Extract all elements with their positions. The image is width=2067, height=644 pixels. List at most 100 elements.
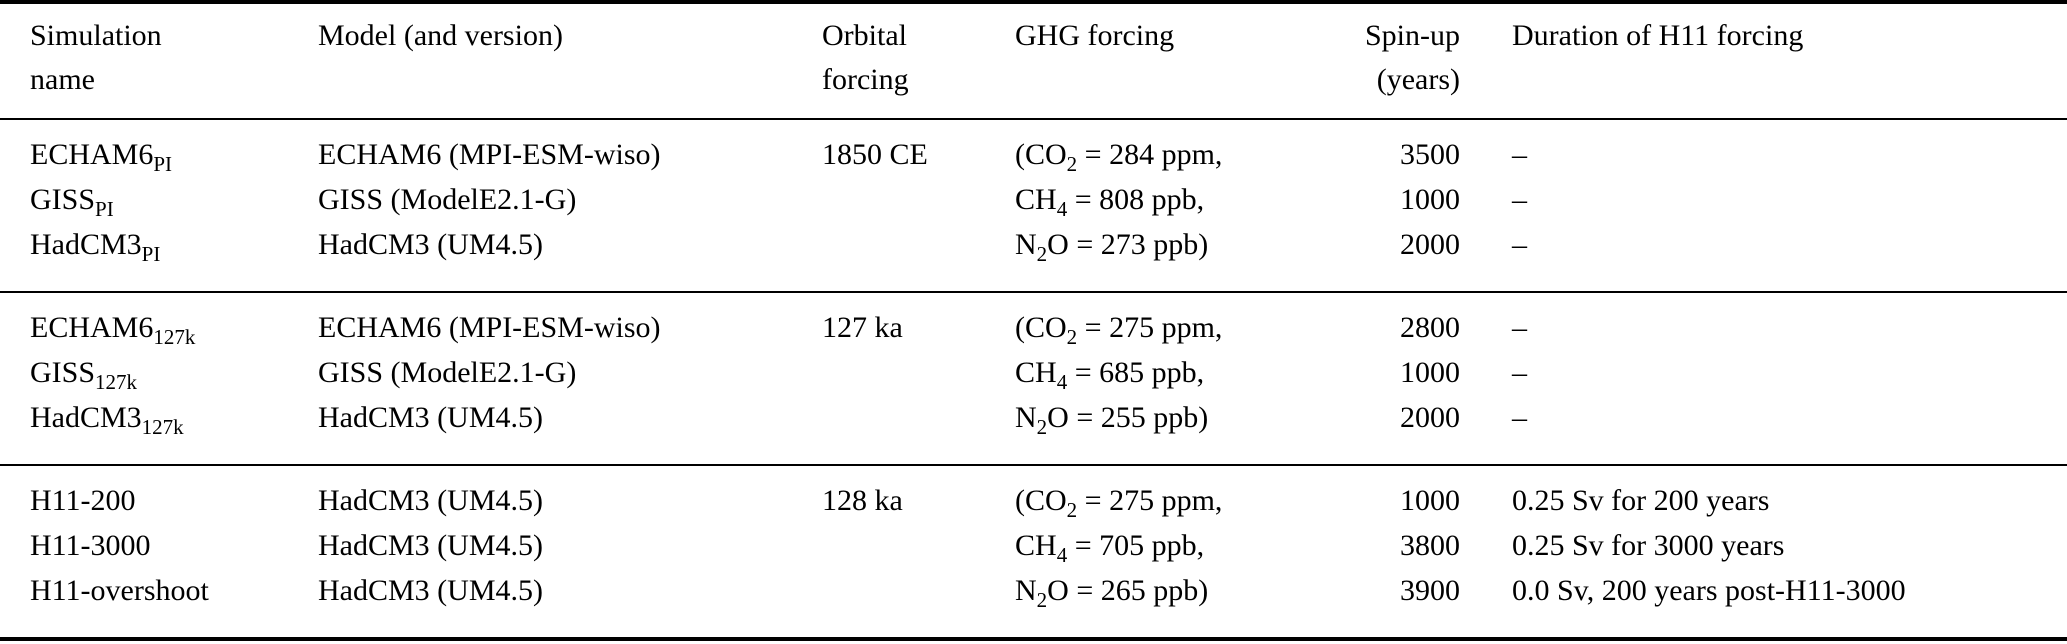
header-model-label: Model (and version) (318, 19, 563, 52)
duration-cell: – (1512, 401, 1527, 434)
table-row: H11-200 HadCM3 (UM4.5) 128 ka (CO2 = 275… (0, 465, 2067, 523)
duration-cell: – (1512, 356, 1527, 389)
spinup-cell: 3800 (1400, 529, 1460, 562)
duration-cell: – (1512, 183, 1527, 216)
spinup-cell: 2000 (1400, 228, 1460, 261)
ghg-post: O = 273 ppb) (1047, 228, 1209, 261)
ghg-post: = 808 ppb, (1067, 183, 1205, 216)
duration-cell: – (1512, 138, 1527, 171)
header-orbital-line1: Orbital (822, 19, 907, 52)
header-spinup-line1: Spin-up (1364, 19, 1460, 52)
ghg-subscript: 2 (1036, 588, 1048, 612)
orbital-forcing-cell (792, 350, 985, 395)
simulation-name-cell: H11-overshoot (0, 568, 288, 639)
spinup-cell: 3500 (1400, 138, 1460, 171)
ghg-forcing-cell: CH4 = 685 ppb, (985, 350, 1330, 395)
orbital-forcing-cell (792, 177, 985, 222)
simulation-name-cell: ECHAM6PI (0, 119, 288, 177)
ghg-subscript: 4 (1056, 370, 1068, 394)
simulation-name-base: GISS (30, 183, 96, 216)
ghg-post: O = 255 ppb) (1047, 401, 1209, 434)
simulation-name-subscript: PI (95, 197, 114, 221)
model-cell: GISS (ModelE2.1-G) (318, 183, 577, 216)
header-duration: Duration of H11 forcing (1460, 2, 2067, 119)
ghg-subscript: 4 (1056, 197, 1068, 221)
orbital-forcing-cell (792, 568, 985, 639)
ghg-forcing-cell: CH4 = 705 ppb, (985, 523, 1330, 568)
simulation-name-subscript: 127k (153, 325, 196, 349)
model-cell: ECHAM6 (MPI-ESM-wiso) (318, 311, 661, 344)
ghg-post: O = 265 ppb) (1047, 574, 1209, 607)
duration-cell: 0.25 Sv for 200 years (1512, 484, 1770, 517)
ghg-pre: CH (1015, 529, 1057, 562)
simulation-name-base: HadCM3 (30, 228, 142, 261)
ghg-subscript: 2 (1036, 415, 1048, 439)
simulation-name-base: H11-overshoot (30, 574, 209, 607)
simulation-name-base: ECHAM6 (30, 138, 154, 171)
ghg-post: = 275 ppm, (1077, 484, 1223, 517)
spinup-cell: 1000 (1400, 484, 1460, 517)
ghg-post: = 275 ppm, (1077, 311, 1223, 344)
model-cell: ECHAM6 (MPI-ESM-wiso) (318, 138, 661, 171)
simulation-name-subscript: 127k (141, 415, 184, 439)
duration-cell: – (1512, 228, 1527, 261)
ghg-post: = 685 ppb, (1067, 356, 1205, 389)
model-cell: GISS (ModelE2.1-G) (318, 356, 577, 389)
header-duration-label: Duration of H11 forcing (1512, 19, 1804, 52)
ghg-pre: (CO (1015, 311, 1067, 344)
model-cell: HadCM3 (UM4.5) (318, 529, 543, 562)
ghg-pre: N (1015, 401, 1037, 434)
simulation-name-cell: HadCM3PI (0, 222, 288, 292)
ghg-forcing-cell: N2O = 255 ppb) (985, 395, 1330, 465)
spinup-cell: 2000 (1400, 401, 1460, 434)
simulation-name-cell: HadCM3127k (0, 395, 288, 465)
model-cell: HadCM3 (UM4.5) (318, 401, 543, 434)
header-spinup: Spin-up (years) (1330, 2, 1460, 119)
header-ghg-forcing: GHG forcing (985, 2, 1330, 119)
header-simulation-line2: name (30, 63, 95, 96)
group-127k: ECHAM6127k ECHAM6 (MPI-ESM-wiso) 127 ka … (0, 292, 2067, 465)
ghg-pre: CH (1015, 356, 1057, 389)
orbital-forcing-cell: 1850 CE (822, 138, 928, 171)
orbital-forcing-cell (792, 395, 985, 465)
header-model: Model (and version) (288, 2, 792, 119)
table-row: HadCM3127k HadCM3 (UM4.5) N2O = 255 ppb)… (0, 395, 2067, 465)
simulation-name-subscript: PI (153, 152, 173, 176)
table-row: ECHAM6PI ECHAM6 (MPI-ESM-wiso) 1850 CE (… (0, 119, 2067, 177)
simulation-name-cell: H11-3000 (0, 523, 288, 568)
ghg-subscript: 2 (1066, 152, 1078, 176)
ghg-forcing-cell: (CO2 = 284 ppm, (985, 119, 1330, 177)
simulation-name-base: HadCM3 (30, 401, 142, 434)
simulation-name-base: GISS (30, 356, 96, 389)
header-orbital-line2: forcing (822, 63, 909, 96)
ghg-post: = 705 ppb, (1067, 529, 1205, 562)
model-cell: HadCM3 (UM4.5) (318, 484, 543, 517)
model-cell: HadCM3 (UM4.5) (318, 574, 543, 607)
table-row: H11-3000 HadCM3 (UM4.5) CH4 = 705 ppb, 3… (0, 523, 2067, 568)
table-row: HadCM3PI HadCM3 (UM4.5) N2O = 273 ppb) 2… (0, 222, 2067, 292)
ghg-pre: CH (1015, 183, 1057, 216)
ghg-subscript: 4 (1056, 543, 1068, 567)
ghg-pre: (CO (1015, 138, 1067, 171)
header-ghg-label: GHG forcing (1015, 19, 1175, 52)
header-row: Simulation name Model (and version) Orbi… (0, 2, 2067, 119)
simulation-name-cell: ECHAM6127k (0, 292, 288, 350)
simulation-name-subscript: 127k (95, 370, 138, 394)
simulation-name-base: H11-3000 (30, 529, 151, 562)
table-row: H11-overshoot HadCM3 (UM4.5) N2O = 265 p… (0, 568, 2067, 639)
simulation-name-base: H11-200 (30, 484, 136, 517)
table-row: ECHAM6127k ECHAM6 (MPI-ESM-wiso) 127 ka … (0, 292, 2067, 350)
ghg-forcing-cell: N2O = 273 ppb) (985, 222, 1330, 292)
simulation-name-subscript: PI (141, 242, 161, 266)
table-row: GISSPI GISS (ModelE2.1-G) CH4 = 808 ppb,… (0, 177, 2067, 222)
simulation-name-cell: GISSPI (0, 177, 288, 222)
duration-cell: 0.0 Sv, 200 years post-H11-3000 (1512, 574, 1906, 607)
model-cell: HadCM3 (UM4.5) (318, 228, 543, 261)
ghg-forcing-cell: CH4 = 808 ppb, (985, 177, 1330, 222)
ghg-forcing-cell: (CO2 = 275 ppm, (985, 292, 1330, 350)
spinup-cell: 2800 (1400, 311, 1460, 344)
orbital-forcing-cell: 128 ka (822, 484, 903, 517)
header-simulation-name: Simulation name (0, 2, 288, 119)
